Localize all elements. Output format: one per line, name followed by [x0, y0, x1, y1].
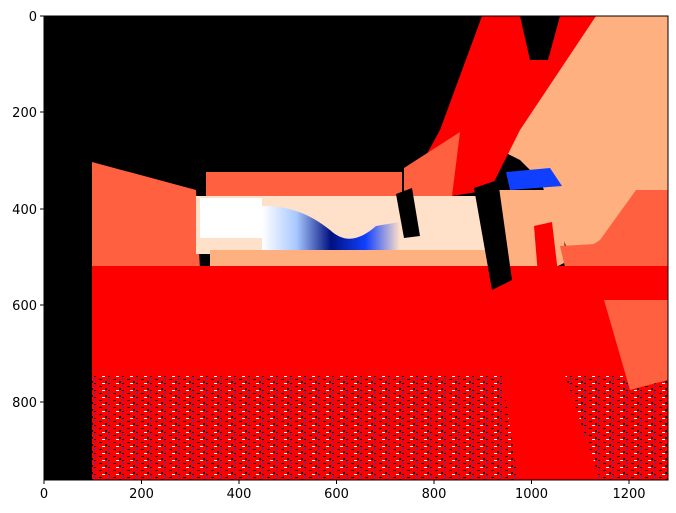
region-depth-dip [262, 206, 400, 250]
plot-frame [43, 15, 669, 481]
y-tick-label: 800 [12, 396, 37, 411]
y-axis: 0 200 400 600 800 [12, 10, 44, 411]
region-orange-left-wall [92, 162, 200, 270]
region-black-gap-2 [474, 180, 512, 290]
region-blue-right-patch [506, 168, 562, 190]
region-black-gap-3 [520, 16, 560, 60]
region-salmon-band [210, 250, 500, 266]
region-orange-ceiling [206, 172, 402, 196]
x-tick-label: 400 [227, 487, 252, 502]
x-axis: 0 200 400 600 800 1000 1200 [40, 480, 646, 502]
x-tick-label: 0 [40, 487, 48, 502]
region-red-floor-stripe [500, 360, 600, 480]
x-tick-label: 600 [324, 487, 349, 502]
y-tick-label: 600 [12, 299, 37, 314]
heatmap-image [44, 16, 668, 480]
y-tick-label: 200 [12, 106, 37, 121]
region-black-gap-1 [396, 188, 420, 238]
x-tick-label: 800 [422, 487, 447, 502]
x-tick-label: 1000 [515, 487, 548, 502]
y-tick-label: 0 [29, 10, 37, 25]
x-tick-label: 200 [129, 487, 154, 502]
x-tick-label: 1200 [612, 487, 645, 502]
region-salmon-floor-right [604, 300, 668, 390]
region-white-center [200, 198, 262, 238]
region-orange-beam-edge [404, 132, 460, 200]
y-tick-label: 400 [12, 203, 37, 218]
